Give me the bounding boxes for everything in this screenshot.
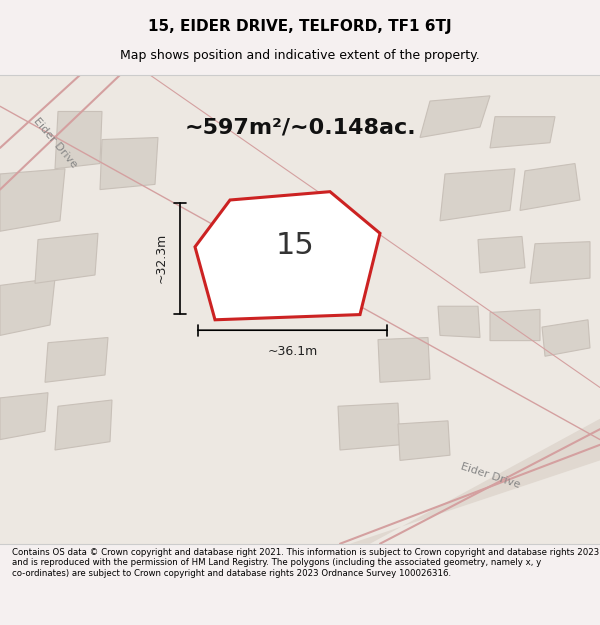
Polygon shape — [478, 236, 525, 273]
Polygon shape — [0, 75, 600, 544]
Text: Eider Drive: Eider Drive — [31, 116, 79, 169]
Polygon shape — [542, 320, 590, 356]
Polygon shape — [438, 306, 480, 338]
Text: Map shows position and indicative extent of the property.: Map shows position and indicative extent… — [120, 49, 480, 62]
Polygon shape — [55, 400, 112, 450]
Polygon shape — [520, 164, 580, 211]
Polygon shape — [0, 169, 65, 231]
Polygon shape — [338, 403, 400, 450]
Polygon shape — [350, 419, 600, 544]
Text: Eider Drive: Eider Drive — [459, 462, 521, 491]
Text: ~32.3m: ~32.3m — [155, 233, 168, 284]
Polygon shape — [100, 138, 158, 189]
Polygon shape — [35, 233, 98, 283]
Text: ~597m²/~0.148ac.: ~597m²/~0.148ac. — [184, 117, 416, 137]
Polygon shape — [530, 242, 590, 283]
Polygon shape — [378, 338, 430, 382]
Polygon shape — [45, 338, 108, 382]
Text: 15: 15 — [275, 231, 314, 261]
Polygon shape — [490, 117, 555, 148]
Polygon shape — [0, 278, 55, 336]
Text: Contains OS data © Crown copyright and database right 2021. This information is : Contains OS data © Crown copyright and d… — [12, 548, 599, 578]
Text: 15, EIDER DRIVE, TELFORD, TF1 6TJ: 15, EIDER DRIVE, TELFORD, TF1 6TJ — [148, 19, 452, 34]
Polygon shape — [195, 192, 380, 320]
Text: ~36.1m: ~36.1m — [268, 345, 317, 358]
Polygon shape — [420, 96, 490, 138]
Polygon shape — [440, 169, 515, 221]
Polygon shape — [490, 309, 540, 341]
Polygon shape — [0, 392, 48, 439]
Polygon shape — [398, 421, 450, 461]
Polygon shape — [55, 111, 102, 169]
